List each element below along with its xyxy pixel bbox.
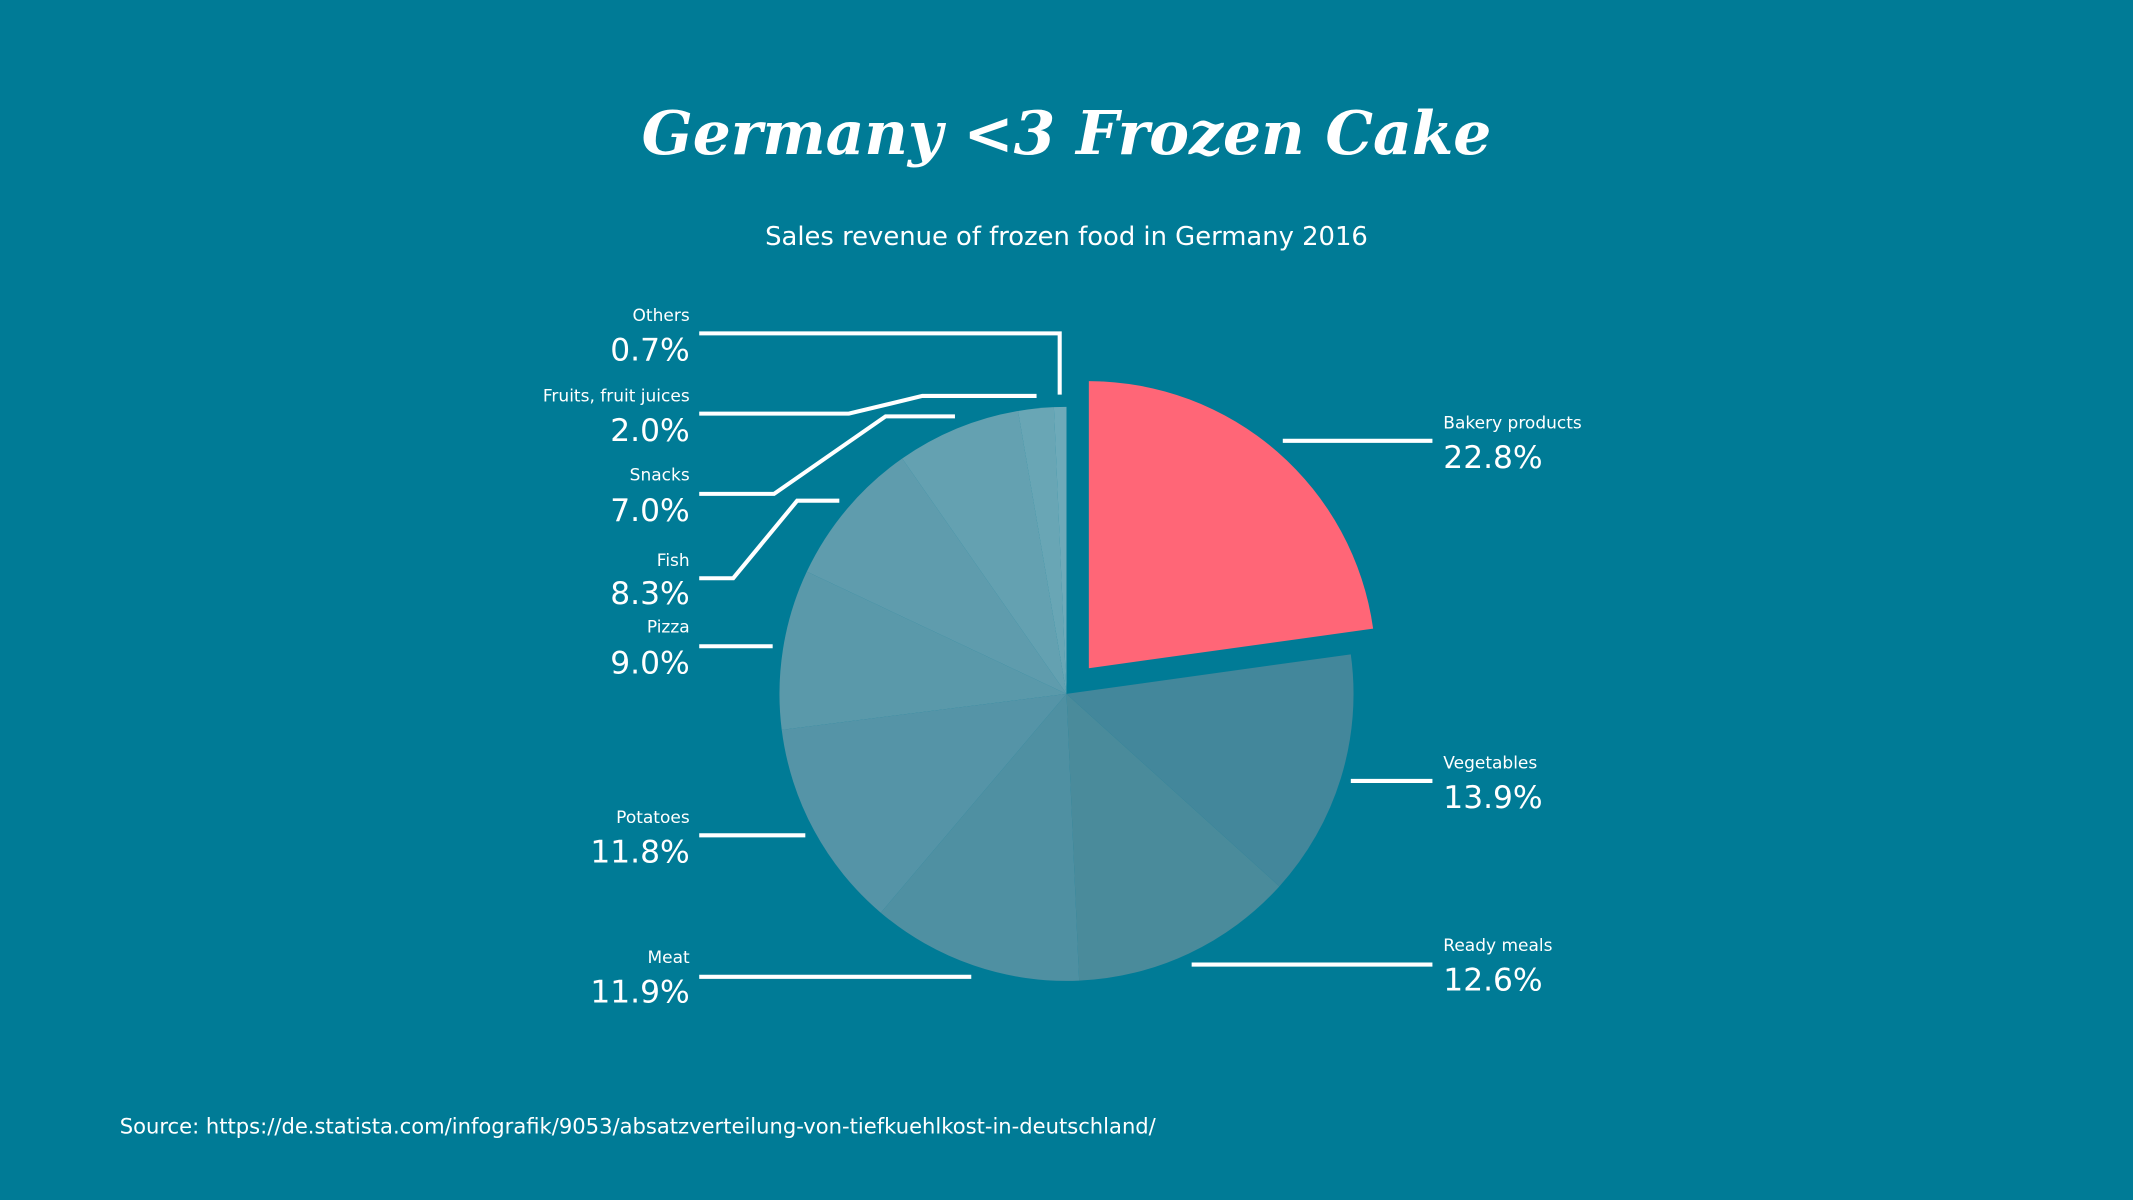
slice-fruits-fruit-juices <box>1018 407 1067 694</box>
slice-ready-meals <box>1066 693 1280 981</box>
label-name-pizza: Pizza <box>647 618 690 638</box>
leader-line-others <box>699 331 1062 395</box>
slice-pizza <box>779 571 1067 730</box>
label-name-fruits-fruit-juices: Fruits, fruit juices <box>543 386 690 406</box>
label-name-ready-meals: Ready meals <box>1443 936 1552 956</box>
label-name-fish: Fish <box>657 551 690 571</box>
slice-potatoes <box>781 693 1067 913</box>
label-value-others: 0.7% <box>610 333 689 369</box>
label-name-snacks: Snacks <box>630 465 690 485</box>
slice-snacks <box>902 410 1067 694</box>
chart-title: Germany <3 Frozen Cake <box>642 99 1492 169</box>
leader-line-snacks <box>699 414 955 496</box>
label-value-meat: 11.9% <box>590 975 689 1011</box>
label-value-potatoes: 11.8% <box>590 835 689 871</box>
pie-slices <box>779 381 1374 981</box>
leader-line-fish <box>699 498 840 581</box>
slice-fish <box>806 458 1067 694</box>
slice-meat <box>880 693 1080 981</box>
label-name-potatoes: Potatoes <box>616 808 690 828</box>
label-value-snacks: 7.0% <box>610 493 689 529</box>
label-value-fish: 8.3% <box>610 576 689 612</box>
label-value-vegetables: 13.9% <box>1443 780 1542 816</box>
source-note: Source: https://de.statista.com/infograf… <box>120 1113 1157 1138</box>
leader-line-fruits-fruit-juices <box>699 393 1037 416</box>
chart-subtitle: Sales revenue of frozen food in Germany … <box>765 222 1368 252</box>
label-value-bakery-products: 22.8% <box>1443 440 1542 476</box>
slice-labels: Bakery products 22.8% Vegetables 13.9% Ready… <box>543 306 1582 1011</box>
label-value-ready-meals: 12.6% <box>1443 962 1542 998</box>
label-value-pizza: 9.0% <box>610 645 689 681</box>
leader-lines <box>699 331 1433 979</box>
label-name-bakery-products: Bakery products <box>1443 414 1582 434</box>
slice-bakery-products <box>1088 381 1374 669</box>
label-name-vegetables: Vegetables <box>1443 754 1537 774</box>
label-value-fruits-fruit-juices: 2.0% <box>610 413 689 449</box>
label-name-meat: Meat <box>647 948 690 968</box>
slice-vegetables <box>1066 654 1354 887</box>
label-name-others: Others <box>633 306 690 326</box>
slice-others <box>1053 406 1067 694</box>
